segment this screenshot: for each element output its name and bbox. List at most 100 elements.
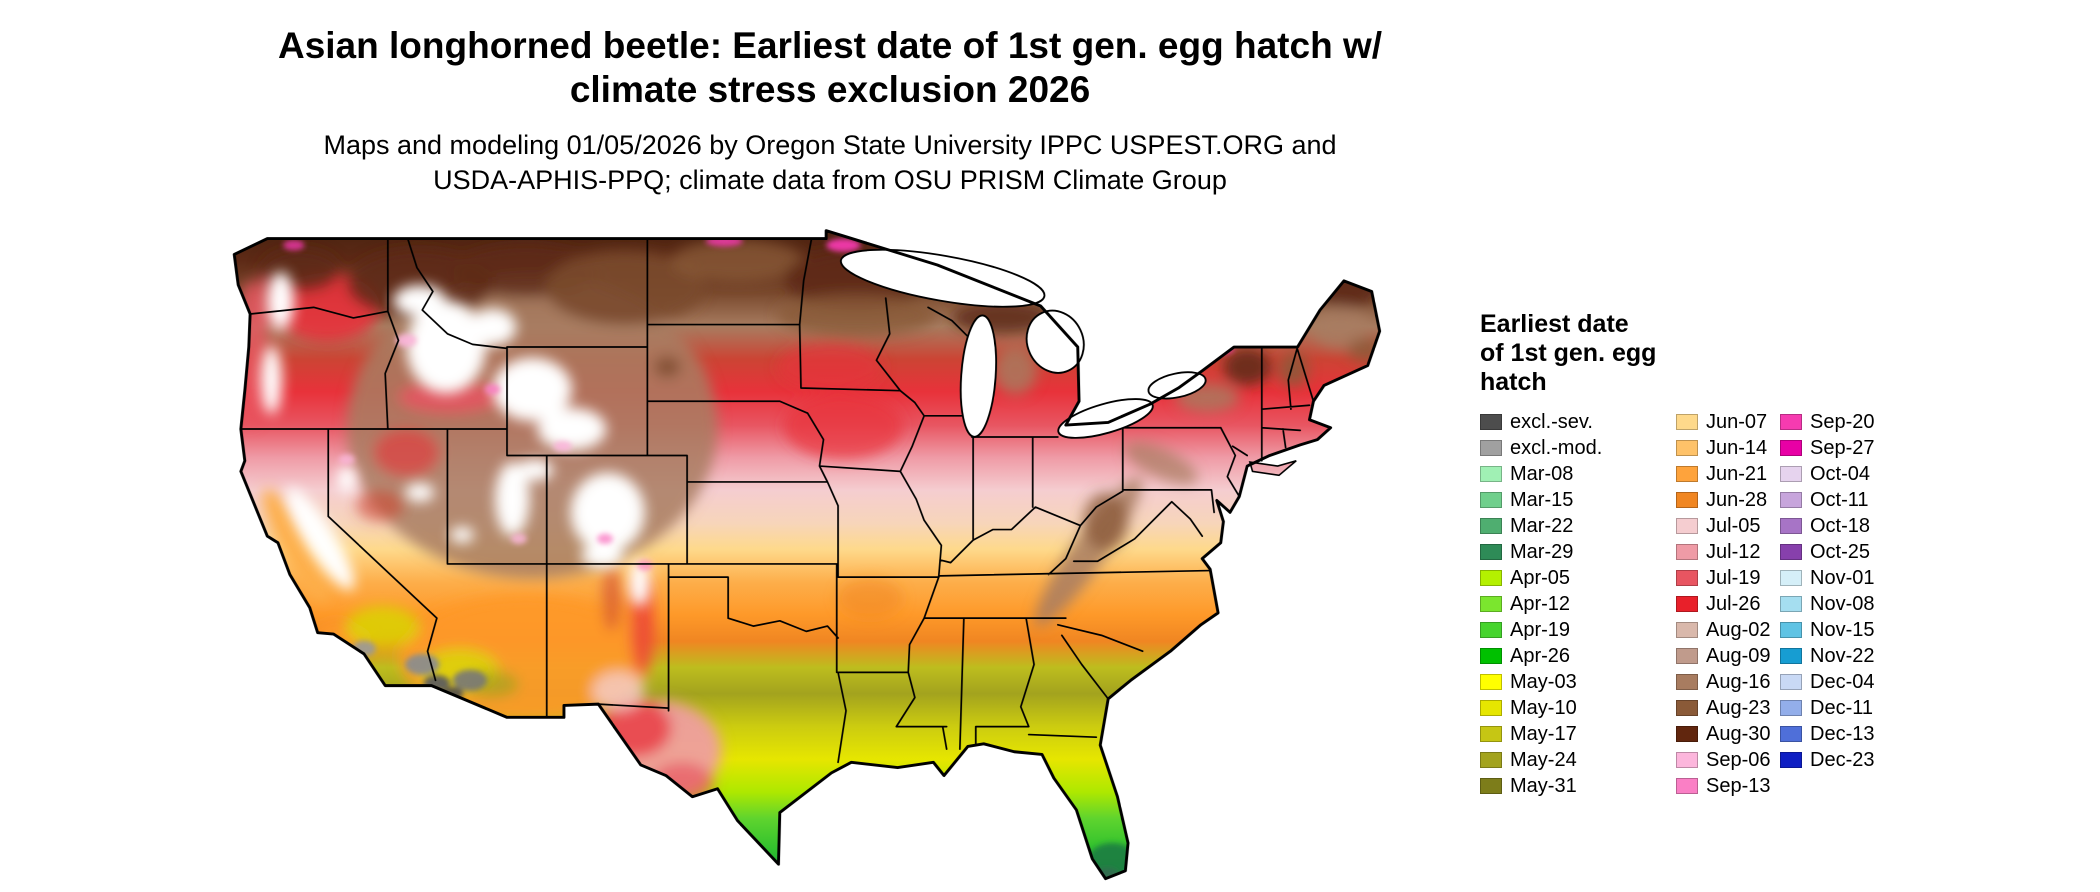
- legend-row: Nov-08: [1780, 591, 1875, 617]
- legend-row: Aug-16: [1676, 669, 1771, 695]
- legend-swatch: [1480, 700, 1502, 716]
- legend-label: Jul-05: [1706, 514, 1761, 537]
- legend-label: Nov-15: [1810, 618, 1875, 641]
- legend-label: Aug-30: [1706, 722, 1771, 745]
- legend-row: Aug-23: [1676, 695, 1771, 721]
- legend-row: Oct-04: [1780, 461, 1875, 487]
- legend-row: excl.-mod.: [1480, 435, 1602, 461]
- legend-label: Nov-08: [1810, 592, 1875, 615]
- legend-row: Aug-02: [1676, 617, 1771, 643]
- legend-row: Mar-29: [1480, 539, 1602, 565]
- legend-label: Aug-02: [1706, 618, 1771, 641]
- legend-swatch: [1780, 518, 1802, 534]
- legend-row: May-24: [1480, 747, 1602, 773]
- legend-swatch: [1676, 674, 1698, 690]
- state-borders: [240, 237, 1315, 764]
- legend-label: Jul-12: [1706, 540, 1761, 563]
- legend-row: Jun-14: [1676, 435, 1771, 461]
- legend-swatch: [1480, 466, 1502, 482]
- legend-label: Dec-04: [1810, 670, 1875, 693]
- legend-label: Jul-19: [1706, 566, 1761, 589]
- legend-row: Apr-19: [1480, 617, 1602, 643]
- long-island: [1248, 460, 1297, 477]
- legend-swatch: [1780, 674, 1802, 690]
- legend-swatch: [1480, 726, 1502, 742]
- legend-label: Apr-19: [1510, 618, 1571, 641]
- legend-label: Mar-15: [1510, 488, 1574, 511]
- legend-label: Jun-14: [1706, 436, 1768, 459]
- legend-title-line1: Earliest date: [1480, 310, 1629, 338]
- legend-swatch: [1480, 544, 1502, 560]
- us-map-svg: [232, 229, 1382, 881]
- lake-michigan: [959, 314, 998, 438]
- legend-label: Mar-08: [1510, 462, 1574, 485]
- legend-row: Jun-07: [1676, 409, 1771, 435]
- legend-row: Dec-23: [1780, 747, 1875, 773]
- legend-row: Nov-15: [1780, 617, 1875, 643]
- legend-column-3: Sep-20 Sep-27 Oct-04 Oct-11: [1780, 409, 1875, 773]
- legend-swatch: [1480, 440, 1502, 456]
- legend-swatch: [1676, 622, 1698, 638]
- legend-title-line3: hatch: [1480, 368, 1547, 396]
- conus-outline: [232, 229, 1382, 881]
- map-subtitle-line2: USDA-APHIS-PPQ; climate data from OSU PR…: [433, 164, 1227, 195]
- legend-row: Aug-30: [1676, 721, 1771, 747]
- map-subtitle: Maps and modeling 01/05/2026 by Oregon S…: [0, 128, 1660, 197]
- legend-label: Oct-04: [1810, 462, 1871, 485]
- legend-swatch: [1780, 544, 1802, 560]
- legend-swatch: [1780, 440, 1802, 456]
- legend-row: Sep-20: [1780, 409, 1875, 435]
- legend-swatch: [1480, 492, 1502, 508]
- legend-row: Mar-08: [1480, 461, 1602, 487]
- legend-swatch: [1676, 700, 1698, 716]
- lake-huron: [1025, 309, 1085, 374]
- legend-swatch: [1676, 466, 1698, 482]
- legend-row: Aug-09: [1676, 643, 1771, 669]
- legend-swatch: [1480, 596, 1502, 612]
- legend-label: Sep-27: [1810, 436, 1875, 459]
- legend-row: Dec-11: [1780, 695, 1875, 721]
- legend-row: Sep-27: [1780, 435, 1875, 461]
- legend-row: Sep-13: [1676, 773, 1771, 799]
- legend-row: Jun-21: [1676, 461, 1771, 487]
- legend-label: Dec-11: [1810, 696, 1873, 719]
- legend-label: Oct-18: [1810, 514, 1871, 537]
- legend-label: Oct-25: [1810, 540, 1871, 563]
- legend-label: Sep-06: [1706, 748, 1771, 771]
- legend-row: Apr-05: [1480, 565, 1602, 591]
- lake-erie: [1057, 398, 1154, 439]
- map-subtitle-line1: Maps and modeling 01/05/2026 by Oregon S…: [323, 130, 1337, 160]
- legend-row: Dec-04: [1780, 669, 1875, 695]
- legend-row: May-03: [1480, 669, 1602, 695]
- legend-row: Jun-28: [1676, 487, 1771, 513]
- us-map: [221, 228, 1426, 884]
- legend-swatch: [1480, 518, 1502, 534]
- legend-row: Apr-12: [1480, 591, 1602, 617]
- legend-title-line2: of 1st gen. egg: [1480, 339, 1657, 367]
- legend-label: May-03: [1510, 670, 1577, 693]
- legend-label: May-24: [1510, 748, 1577, 771]
- legend-label: Nov-22: [1810, 644, 1875, 667]
- legend-label: Oct-11: [1810, 488, 1869, 511]
- legend-column-2: Jun-07 Jun-14 Jun-21 Jun-28: [1676, 409, 1771, 799]
- legend-row: Oct-18: [1780, 513, 1875, 539]
- excluded-white-mountain-patches: [260, 271, 651, 607]
- legend-label: May-17: [1510, 722, 1577, 745]
- legend-swatch: [1480, 570, 1502, 586]
- legend-label: Jun-07: [1706, 410, 1768, 433]
- map-land: [234, 230, 1380, 879]
- legend-column-1: excl.-sev. excl.-mod. Mar-08 Mar: [1480, 409, 1602, 799]
- legend-swatch: [1780, 414, 1802, 430]
- lake-superior: [839, 248, 1046, 308]
- legend-swatch: [1780, 570, 1802, 586]
- legend-label: Sep-13: [1706, 774, 1771, 797]
- map-title: Asian longhorned beetle: Earliest date o…: [0, 24, 1660, 113]
- legend-title: Earliest date of 1st gen. egg hatch: [1480, 310, 1920, 397]
- legend-swatch: [1480, 674, 1502, 690]
- legend-label: Jun-21: [1706, 462, 1768, 485]
- legend-label: Aug-09: [1706, 644, 1771, 667]
- legend-row: Jul-26: [1676, 591, 1771, 617]
- legend-label: May-10: [1510, 696, 1577, 719]
- legend-swatch: [1676, 726, 1698, 742]
